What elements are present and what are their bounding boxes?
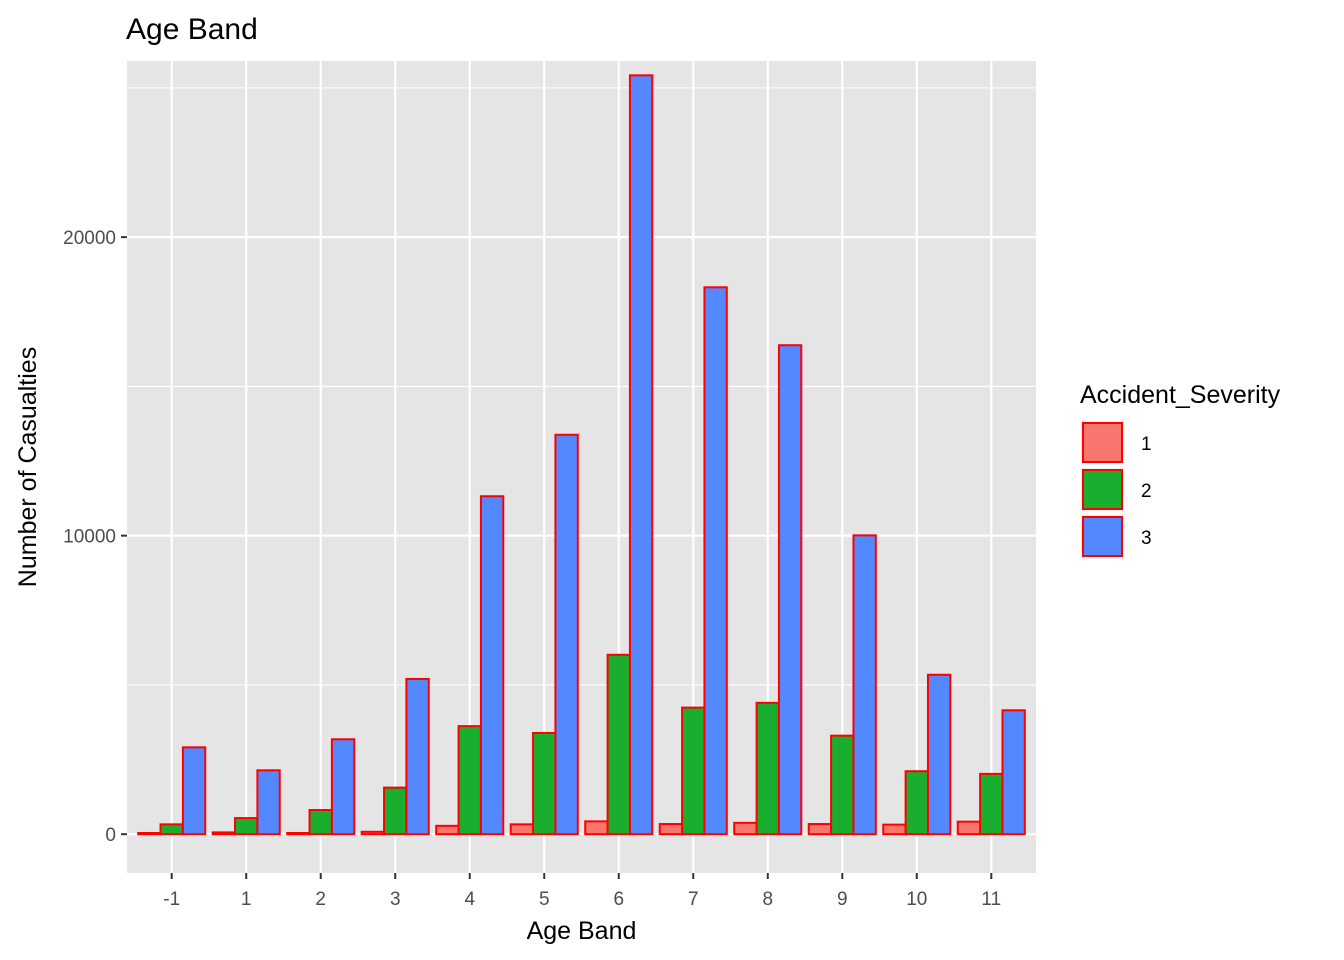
- legend-swatch-2: [1082, 469, 1123, 510]
- bar-severity-3-age-3: [405, 677, 430, 836]
- bar-severity-3-age-10: [926, 673, 952, 836]
- x-tick-label: 4: [464, 889, 475, 910]
- legend-label-2: 2: [1141, 481, 1152, 502]
- bar-severity-3-age-7: [703, 286, 728, 836]
- bar-severity-1-age-10: [882, 823, 907, 836]
- legend-swatch-1: [1082, 422, 1123, 463]
- bar-severity-1-age-11: [956, 820, 982, 836]
- bar-severity-3-age-5: [554, 433, 579, 836]
- bar-severity-1-age-5: [509, 823, 535, 836]
- bar-severity-2-age-1: [234, 817, 259, 836]
- x-axis-title: Age Band: [527, 917, 637, 945]
- bar-severity-2-age-7: [681, 706, 706, 836]
- x-tick-label: 8: [762, 889, 773, 910]
- bar-severity-3-age-1: [256, 769, 281, 836]
- x-axis: -1 1 2 3 4 5 6 7 8 9 10 11: [163, 873, 1001, 910]
- bar-severity-3-age-4: [479, 495, 505, 836]
- bar-severity-2-age-3: [383, 786, 408, 836]
- chart-title: Age Band: [126, 13, 258, 46]
- x-tick-label: 2: [315, 889, 326, 910]
- bar-severity-1-age-3: [360, 830, 386, 836]
- bar-severity-3-age-2: [330, 738, 356, 836]
- x-tick-label: 7: [688, 889, 699, 910]
- bar-severity-1-age-1: [211, 831, 237, 836]
- x-tick-label: 9: [837, 889, 848, 910]
- bar-severity-2-age-2: [308, 809, 333, 836]
- y-tick-label: 20000: [63, 228, 116, 249]
- legend-label-1: 1: [1141, 434, 1152, 455]
- bar-severity-2-age-5: [532, 731, 557, 836]
- x-tick-label: 3: [390, 889, 401, 910]
- bar-severity-1-age-4: [435, 824, 460, 836]
- bar-severity-1-age-9: [807, 823, 833, 836]
- legend-swatch-3: [1082, 516, 1123, 557]
- x-tick-label: 5: [539, 889, 550, 910]
- legend-label-3: 3: [1141, 528, 1152, 549]
- bar-severity-2-age-10: [904, 770, 929, 836]
- bar-severity-2-age--1: [159, 823, 184, 836]
- bar-severity-3-age-6: [628, 74, 654, 836]
- bar-severity-1-age-8: [733, 821, 758, 836]
- bar-severity-1-age-7: [658, 823, 684, 836]
- y-axis: 0 10000 20000: [63, 228, 127, 846]
- x-tick-label: 11: [981, 889, 1001, 910]
- bar-severity-3-age-11: [1001, 709, 1026, 836]
- y-axis-title: Number of Casualties: [14, 347, 42, 587]
- x-tick-label: 1: [241, 889, 252, 910]
- bar-severity-3-age--1: [181, 746, 207, 836]
- bar-severity-2-age-8: [755, 701, 780, 836]
- bar-severity-3-age-8: [777, 344, 803, 836]
- y-tick-label: 0: [105, 825, 116, 846]
- x-tick-label: 10: [906, 889, 927, 910]
- bar-severity-1-age--1: [137, 831, 162, 836]
- bar-severity-1-age-6: [584, 820, 609, 836]
- legend: Accident_Severity 1 2 3: [1080, 381, 1281, 558]
- bar-severity-2-age-9: [830, 734, 855, 836]
- bar-severity-2-age-6: [606, 653, 631, 836]
- bar-severity-2-age-4: [457, 725, 482, 836]
- y-tick-label: 10000: [63, 527, 116, 548]
- x-tick-label: 6: [613, 889, 624, 910]
- legend-title: Accident_Severity: [1080, 381, 1281, 409]
- bar-severity-3-age-9: [852, 534, 877, 836]
- plot-panel: [127, 61, 1036, 873]
- bar-severity-1-age-2: [286, 831, 311, 836]
- x-tick-label: -1: [163, 889, 180, 910]
- bar-severity-2-age-11: [979, 772, 1004, 836]
- bars: [137, 74, 1026, 836]
